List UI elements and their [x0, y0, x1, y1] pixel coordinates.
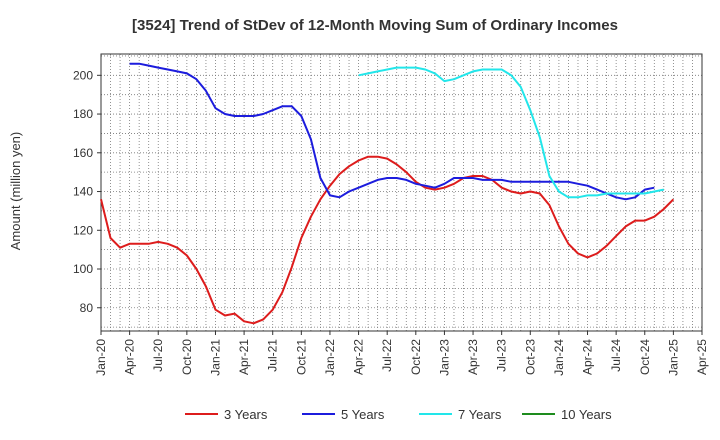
series-line-5-years [129, 62, 655, 201]
x-tick-label: Jul-24 [609, 339, 623, 372]
x-tick-label: Jan-23 [437, 339, 451, 376]
x-tick-label: Jan-20 [94, 339, 108, 376]
x-tick-label: Jul-23 [495, 339, 509, 372]
x-tick-label: Oct-23 [523, 339, 537, 375]
y-tick-label: 180 [73, 107, 93, 121]
x-tick-label: Oct-21 [294, 339, 308, 375]
x-tick-label: Apr-22 [352, 339, 366, 375]
x-tick-label: Jan-22 [323, 339, 337, 376]
x-tick-label: Jan-21 [208, 339, 222, 376]
y-tick-label: 80 [80, 301, 94, 315]
y-tick-label: 160 [73, 146, 93, 160]
y-tick-label: 120 [73, 223, 93, 237]
x-tick-label: Apr-20 [123, 339, 137, 375]
x-tick-label: Oct-24 [638, 339, 652, 375]
series-line-3-years [100, 155, 675, 325]
x-tick-label: Apr-23 [466, 339, 480, 375]
x-tick-label: Jul-21 [266, 339, 280, 372]
x-tick-label: Apr-24 [581, 339, 595, 375]
x-tick-label: Apr-25 [695, 339, 709, 375]
x-tick-label: Jan-24 [552, 339, 566, 376]
x-tick-label: Oct-20 [180, 339, 194, 375]
legend-label-10-years: 10 Years [561, 407, 612, 422]
x-tick-label: Jan-25 [666, 339, 680, 376]
x-tick-label: Jul-22 [380, 339, 394, 372]
y-axis-label: Amount (million yen) [8, 132, 23, 251]
x-tick-label: Apr-21 [237, 339, 251, 375]
plot-area: 80 100 120 140 160 180 200 Jan-20 Apr-20 Jul-20 Oc… [73, 53, 709, 376]
y-tick-label: 100 [73, 262, 93, 276]
chart-title: [3524] Trend of StDev of 12-Month Moving… [132, 17, 618, 34]
y-tick-label: 200 [73, 68, 93, 82]
x-tick-label: Jul-20 [151, 339, 165, 372]
legend-label-3-years: 3 Years [224, 407, 268, 422]
legend-label-7-years: 7 Years [458, 407, 502, 422]
legend: 3 Years 5 Years 7 Years 10 Years [185, 407, 612, 422]
y-tick-label: 140 [73, 185, 93, 199]
plot-border [100, 53, 703, 332]
x-tick-label: Oct-22 [409, 339, 423, 375]
legend-label-5-years: 5 Years [341, 407, 385, 422]
series-line-7-years [358, 66, 664, 199]
